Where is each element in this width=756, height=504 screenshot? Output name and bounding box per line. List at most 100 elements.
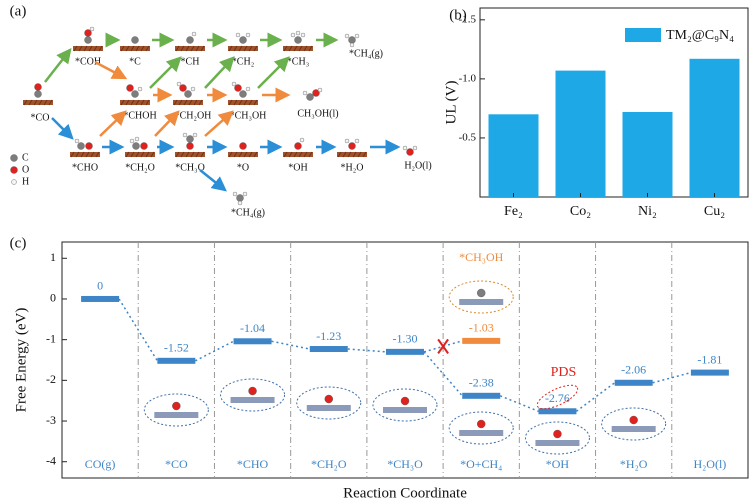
energy-level (234, 338, 272, 344)
species-label: *CH₄(g) (231, 207, 265, 218)
species-label: *C (129, 56, 141, 67)
atom (630, 416, 638, 424)
value-label: -2.06 (621, 363, 646, 377)
species-label: *CH₃OH (230, 110, 267, 121)
x-tick-label: CO(g) (85, 457, 116, 471)
atom (325, 395, 333, 403)
legend-label: O (22, 164, 29, 175)
bar (556, 71, 606, 197)
atom (345, 139, 349, 143)
surface (125, 152, 155, 157)
atom (132, 91, 139, 98)
arrow (52, 118, 72, 138)
atom (236, 33, 240, 37)
atom (192, 32, 196, 36)
atom (238, 201, 242, 205)
atom (187, 37, 194, 44)
species-label: *CO (31, 112, 50, 123)
atom (132, 37, 139, 44)
atom (249, 387, 257, 395)
x-tick-label: H₂O(l) (693, 457, 726, 471)
structure-surface (383, 407, 427, 413)
x-axis-label: Reaction Coordinate (343, 485, 467, 501)
atom (246, 87, 250, 91)
atom (12, 180, 17, 185)
atom (553, 430, 561, 438)
arrow (45, 50, 70, 82)
annotation: PDS (551, 365, 577, 380)
atom (295, 143, 302, 150)
energy-level (310, 346, 348, 352)
y-tick-label: -0.5 (459, 131, 477, 143)
x-tick-label: *CH₂O (311, 457, 347, 471)
surface (70, 152, 100, 157)
x-tick-label: *O+CH₄ (460, 457, 502, 471)
bar (489, 114, 539, 197)
structure-surface (307, 405, 351, 411)
energy-level (462, 393, 500, 399)
value-label: -2.38 (469, 376, 494, 390)
structure-surface (535, 440, 579, 446)
connector (195, 341, 233, 361)
atom (187, 143, 194, 150)
panel-label: (a) (10, 3, 27, 19)
arrow (95, 62, 125, 78)
species-label: *CHO (72, 162, 98, 173)
atom (185, 91, 192, 98)
atom (413, 146, 417, 150)
bar (623, 112, 673, 197)
atom (403, 146, 407, 150)
x-tick-label: *CHO (237, 457, 269, 471)
atom (11, 167, 18, 174)
atom (133, 143, 140, 150)
energy-level (462, 338, 500, 344)
surface (23, 100, 53, 105)
atom (233, 192, 237, 196)
arrow (150, 58, 180, 88)
atom (355, 34, 359, 38)
atom (193, 133, 197, 137)
atom (141, 143, 148, 150)
atom (477, 289, 485, 297)
surface (283, 46, 313, 51)
x-tick-label: Co₂ (570, 204, 591, 219)
arrow (200, 170, 225, 190)
atom (127, 85, 134, 92)
atom (90, 27, 94, 31)
value-label: -1.04 (240, 321, 265, 335)
surface (228, 46, 258, 51)
energy-level (691, 370, 729, 376)
value-label: -1.03 (469, 321, 494, 335)
x-tick-label: *CO (165, 457, 188, 471)
atom (303, 91, 307, 95)
structure-surface (231, 397, 275, 403)
atom (349, 143, 356, 150)
atom (187, 136, 194, 143)
x-tick-label: Ni₂ (638, 204, 657, 219)
atom (477, 420, 485, 428)
y-tick-label: -1.5 (459, 13, 477, 25)
annotation: *CH₃OH (459, 250, 504, 264)
legend-label: TM₂@C₉N₄ (666, 28, 734, 43)
species-label: *CH₂OH (175, 110, 212, 121)
value-label: 0 (97, 279, 103, 293)
atom (172, 402, 180, 410)
surface (175, 46, 205, 51)
structure-surface (154, 412, 198, 418)
surface (283, 152, 313, 157)
species-label: H₂O(l) (404, 160, 431, 171)
y-tick-label: -1 (46, 331, 56, 345)
atom (135, 137, 139, 141)
value-label: -2.76 (545, 391, 570, 405)
atom (85, 37, 92, 44)
atom (318, 88, 322, 92)
surface (175, 152, 205, 157)
atom (138, 87, 142, 91)
atom (191, 87, 195, 91)
atom (183, 133, 187, 137)
species-label: *CH₄(g) (349, 48, 383, 59)
atom (78, 143, 85, 150)
energy-level (615, 380, 653, 386)
bar (690, 59, 740, 197)
value-label: -1.81 (697, 352, 722, 366)
